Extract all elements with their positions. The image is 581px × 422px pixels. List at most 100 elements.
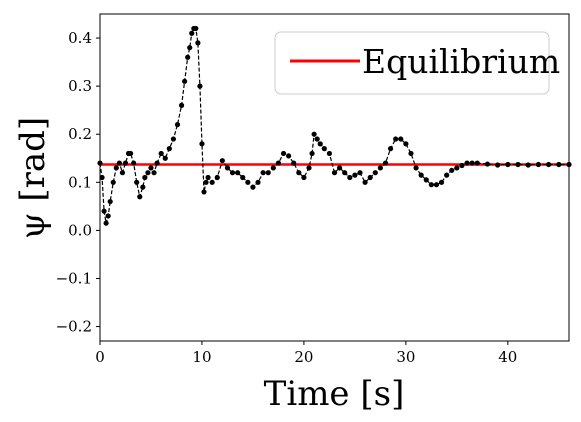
measured-series-point	[240, 174, 246, 181]
measured-series-point	[337, 165, 343, 171]
measured-series-point	[377, 165, 383, 171]
measured-series-point	[101, 208, 107, 214]
x-axis-title: Time [s]	[264, 374, 405, 414]
x-tick-label: 0	[95, 348, 105, 366]
measured-series-point	[309, 150, 315, 157]
measured-series-point	[314, 136, 320, 142]
measured-series-point	[362, 179, 368, 185]
measured-series-point	[484, 161, 491, 167]
measured-series-point	[250, 184, 256, 190]
measured-series-point	[119, 170, 126, 176]
legend-box	[274, 31, 550, 95]
y-tick-label: −0.2	[56, 318, 92, 336]
measured-series-point	[224, 165, 231, 171]
measured-series-point	[393, 136, 399, 142]
y-tick-label: −0.1	[56, 269, 92, 287]
y-tick-label: 0.3	[68, 77, 92, 95]
measured-series-point	[280, 150, 287, 157]
measured-series-point	[148, 165, 154, 171]
y-tick-label: 0.1	[68, 173, 92, 191]
measured-series-point	[134, 179, 140, 185]
measured-series-point	[142, 174, 148, 181]
measured-series-point	[296, 170, 302, 176]
measured-series-point	[131, 160, 137, 166]
measured-series-point	[229, 170, 236, 176]
measured-series-point	[214, 174, 220, 181]
measured-series-point	[205, 174, 211, 181]
x-tick-label: 40	[498, 348, 517, 366]
measured-series-point	[438, 179, 445, 185]
measured-series-point	[464, 160, 470, 166]
measured-series-point	[158, 150, 164, 157]
measured-series-point	[306, 165, 312, 171]
measured-series-point	[127, 150, 134, 157]
measured-series-point	[556, 161, 562, 168]
measured-series-point	[433, 182, 440, 188]
measured-series-point	[187, 45, 193, 51]
measured-series-point	[423, 177, 429, 183]
measured-series-point	[140, 184, 146, 190]
measured-series-point	[454, 165, 460, 171]
measured-series-point	[413, 165, 419, 171]
measured-series-point	[403, 141, 409, 147]
measured-series-point	[495, 162, 501, 168]
measured-series-point	[203, 179, 209, 185]
measured-series-point	[113, 165, 119, 171]
measured-series-point	[174, 122, 181, 128]
measured-series-point	[418, 172, 424, 178]
measured-series-point	[317, 141, 323, 147]
measured-series-point	[474, 160, 480, 166]
measured-series-point	[137, 194, 143, 200]
measured-series-point	[145, 170, 151, 176]
measured-series-point	[459, 162, 465, 169]
measured-series-point	[151, 170, 157, 176]
x-tick-label: 10	[192, 348, 211, 366]
measured-series-point	[525, 162, 531, 168]
axes: 0 10 20 30 40 −0.2 −0.1 0.0 0.1 0.2 0.3 0.4	[56, 13, 570, 366]
measured-series-point	[398, 136, 404, 142]
measured-series-point	[219, 158, 225, 164]
measured-series-point	[178, 102, 185, 108]
measured-series-point	[265, 170, 271, 176]
measured-series-point	[154, 160, 160, 166]
measured-series-point	[367, 174, 373, 181]
measured-series-point	[301, 174, 307, 181]
measured-series-point	[170, 136, 177, 142]
measured-series-point	[372, 170, 378, 176]
y-tick-label: 0.4	[68, 29, 92, 47]
measured-series-point	[357, 170, 363, 176]
measured-series-point	[107, 198, 113, 205]
y-tick-label: 0.0	[68, 221, 92, 239]
measured-series-point	[270, 165, 276, 171]
measured-series-point	[444, 172, 450, 178]
measured-series-point	[235, 170, 241, 176]
measured-series-point	[535, 161, 542, 168]
measured-series-point	[103, 220, 109, 226]
measured-series-point	[469, 160, 475, 166]
measured-series-point	[428, 182, 434, 188]
measured-series-point	[275, 160, 282, 166]
measured-series-point	[326, 150, 332, 157]
measured-series-point	[105, 213, 111, 219]
measured-series-point	[162, 155, 168, 161]
measured-series-point	[291, 160, 297, 166]
measured-series-point	[352, 172, 358, 178]
measured-series-point	[189, 30, 195, 36]
measured-series-point	[321, 146, 327, 152]
legend-label-equilibrium: Equilibrium	[362, 42, 560, 81]
measured-series-point	[387, 146, 394, 152]
measured-series-point	[182, 78, 188, 84]
legend: Equilibrium	[274, 31, 560, 95]
x-tick-label: 20	[294, 348, 313, 366]
axes-frame	[99, 13, 570, 342]
measured-series-point	[116, 160, 122, 166]
measured-series-point	[331, 170, 338, 176]
measured-series-point	[347, 174, 353, 181]
measured-series-point	[110, 179, 116, 185]
measured-series-point	[201, 189, 207, 195]
x-tick-label: 30	[396, 348, 415, 366]
measured-series-point	[515, 161, 521, 168]
measured-series-point	[197, 83, 203, 89]
measured-series-point	[195, 40, 201, 46]
